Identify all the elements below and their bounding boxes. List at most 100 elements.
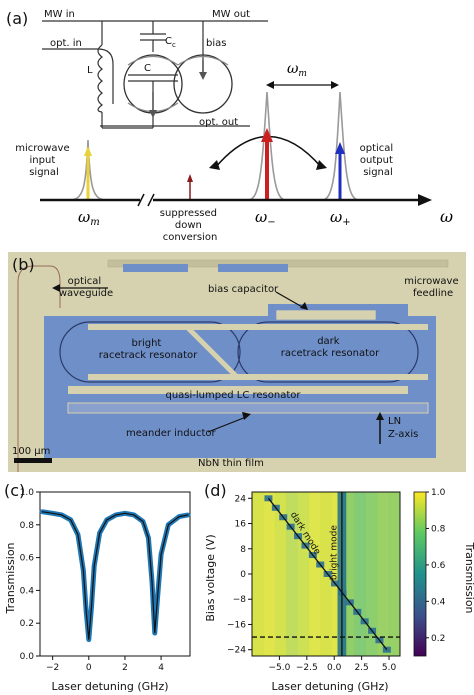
panel-b-micrograph: (b) optical waveguide bias capacitor mic… xyxy=(8,252,466,472)
d-heat-band xyxy=(308,492,321,656)
d-heat-band xyxy=(263,492,276,656)
d-xtick-label: 5.0 xyxy=(382,663,397,673)
c-xtick-label: 2 xyxy=(122,663,128,673)
omega-plus-label: ω+ xyxy=(330,208,351,228)
c-ytick-label: 0.6 xyxy=(20,554,35,564)
c-plot-frame xyxy=(39,491,191,657)
optical-waveguide-label: optical waveguide xyxy=(59,276,113,299)
d-heat-band xyxy=(274,492,287,656)
bias-label: bias xyxy=(206,38,226,49)
c-arrow-icon xyxy=(149,110,157,118)
optical-waveguide-path xyxy=(17,265,61,472)
d-xtick-label: 0.0 xyxy=(327,663,342,673)
axis-break xyxy=(137,193,145,207)
c-label: C xyxy=(144,63,151,74)
axis-arrowhead-icon xyxy=(418,194,432,206)
microwave-peak xyxy=(69,139,107,201)
feedline-pad-right xyxy=(218,264,288,272)
feedline-pad-left xyxy=(123,264,188,272)
omega-m-top-label: ωm xyxy=(287,61,307,79)
d-colorbar-tick-label: 1.0 xyxy=(431,488,446,498)
waveguide-arrow-icon xyxy=(52,284,60,292)
panel-b-label: (b) xyxy=(12,255,35,274)
mw-out-label: MW out xyxy=(212,9,250,20)
d-xtick-label: −5.0 xyxy=(268,663,290,673)
omega-plus-peak xyxy=(321,91,360,201)
ln-region xyxy=(44,308,436,458)
panel-d-label: (d) xyxy=(204,481,227,500)
d-heat-band xyxy=(377,492,390,656)
d-ytick-label: 0 xyxy=(240,570,246,580)
d-ytick-label: −16 xyxy=(227,620,246,630)
bias-capacitor-pad xyxy=(275,309,377,321)
d-dark-mode-line xyxy=(267,497,388,651)
omega-minus-peak xyxy=(247,91,287,201)
nbn-film-label: NbN thin film xyxy=(198,458,264,469)
cc-label: Cc xyxy=(165,36,176,49)
suppressed-arrowhead-icon xyxy=(187,174,193,182)
c-data-point xyxy=(185,512,191,518)
d-dark-mode-cell xyxy=(264,495,273,502)
opt-in-label: opt. in xyxy=(50,38,82,49)
c-xtick-label: 0 xyxy=(86,663,92,673)
d-heat-band xyxy=(354,492,367,656)
microwave-input-signal-label: microwave input signal xyxy=(15,143,73,178)
d-ytick-label: 8 xyxy=(240,545,246,555)
c-data-point xyxy=(39,509,45,514)
omega-m-axis-label: ωm xyxy=(78,208,100,228)
c-ytick-label: 1.0 xyxy=(20,488,35,498)
c-xtick-label: 4 xyxy=(158,663,164,673)
curved-right-arrowhead-icon xyxy=(316,160,327,170)
bias-arrow-icon xyxy=(199,72,207,80)
pump-arrowhead-icon xyxy=(261,128,273,142)
mw-in-label: MW in xyxy=(44,9,75,20)
d-xtick-label: 2.5 xyxy=(354,663,368,673)
inductor-coil xyxy=(97,44,103,113)
bias-capacitor-label: bias capacitor xyxy=(208,284,279,295)
optical-output-signal-label: optical output signal xyxy=(360,143,397,178)
optical-output-arrowhead-icon xyxy=(335,142,345,154)
meander-arrow-icon xyxy=(242,412,251,420)
c-xlabel: Laser detuning (GHz) xyxy=(51,680,168,693)
d-bright-mode-annotation: bright mode xyxy=(329,525,339,581)
d-colorbar-tick-label: 0.8 xyxy=(431,524,446,534)
panel-c-transmission-chart: (c) −2 0 2 4 0.0 0.2 0.4 0.6 0.8 1.0 Laser detuni… xyxy=(4,481,191,693)
dark-racetrack-label: dark racetrack resonator xyxy=(281,336,380,359)
panel-d-heatmap: (d) dark mode bright mode−5.0 −2.5 0.0 2.5 5.… xyxy=(204,481,474,693)
d-colorbar-tick-label: 0.2 xyxy=(431,634,445,644)
d-heat-band xyxy=(297,492,310,656)
d-colorbar xyxy=(413,491,427,657)
d-colorbar-tick-label: 0.4 xyxy=(431,597,446,607)
d-ytick-label: 16 xyxy=(235,520,247,530)
d-ylabel: Bias voltage (V) xyxy=(204,534,217,621)
l-label: L xyxy=(87,65,93,76)
dark-racetrack xyxy=(237,321,419,383)
d-colorbar-tick-label: 0.6 xyxy=(431,561,446,571)
c-ytick-label: 0.0 xyxy=(20,652,35,662)
d-heat-band xyxy=(286,492,299,656)
panel-a-schematic: (a) MW in MW out opt. in opt. out Cc C L xyxy=(6,9,453,243)
c-fit-line xyxy=(41,511,189,640)
c-xtick-label: −2 xyxy=(46,663,59,673)
d-heat-band xyxy=(252,492,264,656)
omega-minus-label: ω− xyxy=(255,208,276,228)
left-arrowhead-icon xyxy=(266,81,274,89)
omega-axis-label: ω xyxy=(440,207,453,226)
opt-out-label: opt. out xyxy=(199,117,238,128)
bright-racetrack-label: bright racetrack resonator xyxy=(99,338,198,361)
panel-a-label: (a) xyxy=(6,9,28,28)
right-arrowhead-icon xyxy=(331,81,339,89)
bright-racetrack xyxy=(59,321,241,383)
colorbar-label: Transmission xyxy=(463,541,474,613)
d-xlabel: Laser detuning (GHz) xyxy=(271,680,388,693)
d-heat-band xyxy=(343,492,355,656)
mw-signal-arrowhead-icon xyxy=(84,146,92,156)
ln-z-axis-label: LN Z-axis xyxy=(388,416,418,440)
scale-bar xyxy=(14,458,52,463)
d-heat-band xyxy=(388,492,401,656)
quasi-lumped-label: quasi-lumped LC resonator xyxy=(165,390,301,401)
c-ytick-label: 0.4 xyxy=(20,586,35,596)
d-ytick-label: −8 xyxy=(233,595,247,605)
d-heat-band xyxy=(365,492,378,656)
suppressed-down-conversion-label: suppressed down conversion xyxy=(160,208,220,243)
